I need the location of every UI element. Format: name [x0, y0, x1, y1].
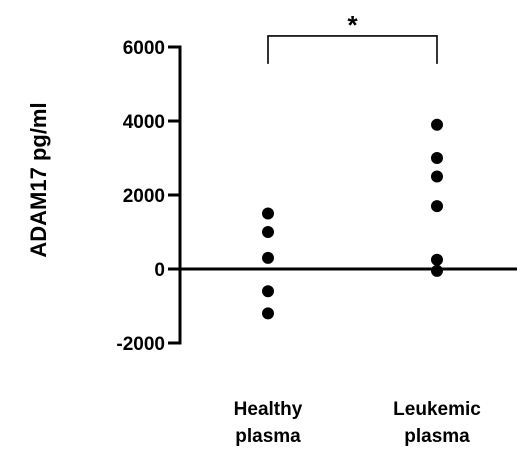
y-tick-label: -2000: [116, 334, 165, 355]
y-ticks: -2000 0 2000 4000 6000: [116, 38, 180, 355]
category-label-healthy: plasma: [235, 426, 301, 447]
data-point: [431, 264, 443, 277]
category-label-healthy: Healthy: [234, 399, 303, 420]
data-point: [431, 118, 443, 131]
category-labels: Healthy plasma Leukemic plasma: [234, 399, 482, 447]
significance-annotation: *: [267, 10, 438, 64]
y-tick-label: 4000: [123, 112, 165, 133]
data-point: [262, 307, 274, 320]
data-point: [431, 170, 443, 183]
axes: [178, 45, 517, 345]
data-point: [431, 152, 443, 164]
y-axis-label: ADAM17 pg/ml: [26, 102, 51, 257]
data-point: [262, 285, 274, 298]
y-tick-label: 0: [154, 260, 165, 281]
data-point: [262, 226, 274, 238]
data-points: [262, 118, 443, 320]
data-point: [431, 253, 443, 266]
data-point: [262, 207, 274, 220]
significance-bracket: [267, 35, 438, 64]
data-point: [431, 200, 443, 213]
category-label-leukemic: Leukemic: [393, 399, 481, 420]
y-tick-label: 6000: [123, 38, 165, 59]
data-point: [262, 251, 274, 264]
y-tick-label: 2000: [123, 186, 165, 207]
category-label-leukemic: plasma: [404, 426, 470, 447]
significance-star: *: [347, 10, 358, 40]
